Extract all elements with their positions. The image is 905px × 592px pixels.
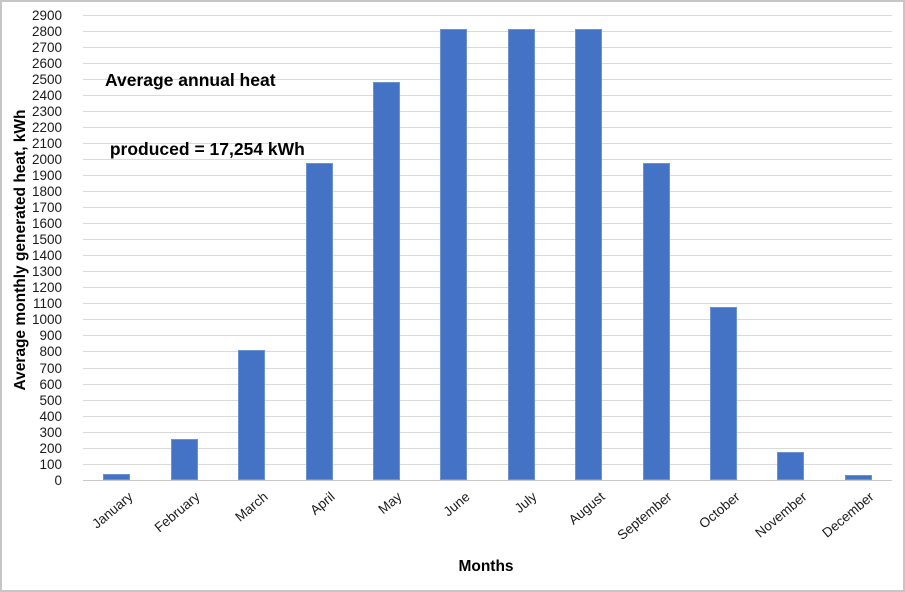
gridline: [83, 431, 892, 433]
y-tick-label: 1400: [31, 248, 62, 264]
bar-december: [844, 474, 872, 480]
gridline: [83, 239, 892, 241]
bar-february: [170, 439, 198, 480]
y-tick-label: 1700: [31, 200, 62, 216]
y-tick-label: 2400: [31, 88, 62, 104]
gridline: [83, 351, 892, 353]
gridline: [83, 31, 892, 32]
gridline: [83, 111, 892, 113]
bar-november: [777, 452, 805, 480]
y-tick-label: 600: [39, 376, 62, 392]
y-tick-label: 2500: [31, 72, 62, 88]
y-tick-label: 2600: [31, 56, 62, 72]
y-tick-label: 1900: [31, 168, 62, 184]
gridline: [83, 255, 892, 257]
gridline: [83, 367, 892, 369]
gridline: [83, 303, 892, 305]
y-tick-label: 400: [39, 408, 62, 424]
bar-january: [103, 474, 131, 480]
y-tick-label: 2900: [31, 8, 62, 23]
gridline: [83, 415, 892, 417]
gridline: [83, 335, 892, 337]
bar-september: [642, 162, 670, 480]
y-tick-label: 700: [39, 360, 62, 376]
y-tick-label: 800: [39, 344, 62, 360]
gridline: [83, 175, 892, 177]
gridline: [83, 223, 892, 225]
y-tick-label: 1100: [32, 296, 62, 312]
y-tick-label: 1200: [31, 280, 62, 296]
y-tick-label: 0: [54, 472, 62, 488]
y-tick-label: 2800: [31, 24, 62, 39]
y-tick-label: 1500: [31, 232, 62, 248]
bar-july: [507, 29, 535, 480]
annotation-text: Average annual heat produced = 17,254 kW…: [105, 23, 305, 207]
annotation-line-1: Average annual heat: [105, 70, 276, 90]
gridline: [83, 15, 892, 16]
gridline: [83, 127, 892, 129]
gridline: [83, 47, 892, 48]
x-axis-title: Months: [458, 558, 514, 575]
bar-april: [305, 162, 333, 480]
bar-august: [575, 28, 603, 480]
annotation-line-2: produced = 17,254 kWh: [105, 139, 305, 159]
gridline: [83, 95, 892, 97]
gridline: [83, 191, 892, 193]
y-tick-label: 500: [39, 392, 62, 408]
y-tick-label: 2100: [31, 136, 62, 152]
gridline: [83, 159, 892, 161]
y-tick-label: 1800: [31, 184, 62, 200]
y-tick-label: 200: [39, 440, 62, 456]
y-tick-label: 2200: [31, 120, 62, 136]
y-tick-label: 300: [39, 424, 62, 440]
gridline: [83, 143, 892, 145]
gridline: [83, 79, 892, 81]
gridline: [83, 287, 892, 289]
gridline: [83, 447, 892, 449]
gridline: [83, 63, 892, 65]
bar-may: [372, 81, 400, 480]
gridline: [83, 207, 892, 209]
y-tick-label: 2300: [31, 104, 62, 120]
gridline: [83, 383, 892, 385]
bar-june: [440, 28, 468, 480]
y-tick-label: 2700: [31, 40, 62, 55]
bar-march: [238, 349, 265, 480]
x-axis-line: [83, 479, 892, 481]
gridline: [83, 319, 892, 321]
y-tick-label: 1000: [31, 312, 62, 328]
y-tick-label: 2000: [31, 152, 62, 168]
gridline: [83, 463, 892, 465]
y-tick-label: 100: [39, 456, 62, 472]
gridline: [83, 271, 892, 273]
bar-october: [710, 306, 737, 480]
y-tick-label: 1600: [31, 216, 62, 232]
y-tick-label: 900: [39, 328, 62, 344]
y-tick-label: 1300: [31, 264, 62, 280]
gridline: [83, 399, 892, 401]
